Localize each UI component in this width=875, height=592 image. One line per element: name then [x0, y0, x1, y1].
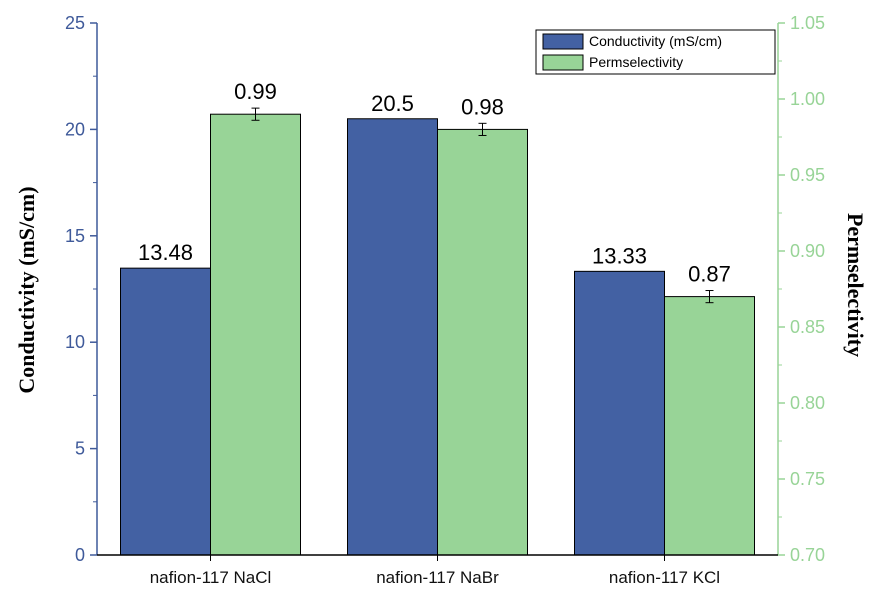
- legend-swatch-conductivity: [542, 33, 584, 50]
- y-axis-title: Conductivity (mS/cm): [14, 186, 39, 393]
- bar-permselectivity-0: [210, 113, 301, 556]
- x-tick-label-2: nafion-117 KCl: [609, 568, 720, 587]
- bar-label-conductivity-2: 13.33: [592, 243, 647, 268]
- axes-group: nafion-117 NaCl nafion-117 NaBr nafion-117…: [65, 13, 825, 587]
- y-tick-label-1: 5: [75, 439, 85, 459]
- bar-label-permselectivity-0: 0.99: [234, 79, 277, 104]
- bar-label-conductivity-1: 20.5: [371, 91, 414, 116]
- y2-tick-label-4: 0.90: [790, 241, 825, 261]
- y-tick-label-0: 0: [75, 545, 85, 565]
- legend-label-conductivity: Conductivity (mS/cm): [589, 33, 722, 49]
- y2-axis-title: Permselectivity: [843, 213, 868, 357]
- x-tick-label-1: nafion-117 NaBr: [376, 568, 499, 587]
- y-tick-label-4: 20: [65, 119, 85, 139]
- bar-conductivity-1: [347, 118, 438, 556]
- y-tick-label-3: 15: [65, 226, 85, 246]
- y2-tick-label-5: 0.95: [790, 165, 825, 185]
- y2-tick-label-1: 0.75: [790, 469, 825, 489]
- bar-labels-group: 13.48 0.99 20.5 0.98 13.33 0.87: [138, 79, 731, 286]
- bar-conductivity-0: [120, 267, 211, 556]
- bars-group: [120, 107, 755, 556]
- bar-permselectivity-1: [437, 128, 528, 556]
- y-tick-label-5: 25: [65, 13, 85, 33]
- legend-label-permselectivity: Permselectivity: [589, 54, 683, 70]
- bar-conductivity-2: [574, 270, 665, 556]
- y2-tick-label-7: 1.05: [790, 13, 825, 33]
- y2-tick-label-6: 1.00: [790, 89, 825, 109]
- bar-permselectivity-2: [664, 296, 755, 556]
- bar-label-permselectivity-2: 0.87: [688, 262, 731, 287]
- bar-label-conductivity-0: 13.48: [138, 240, 193, 265]
- y-tick-label-2: 10: [65, 332, 85, 352]
- x-tick-label-0: nafion-117 NaCl: [150, 568, 272, 587]
- bar-label-permselectivity-1: 0.98: [461, 94, 504, 119]
- y2-tick-label-2: 0.80: [790, 393, 825, 413]
- y2-tick-label-0: 0.70: [790, 545, 825, 565]
- legend: Conductivity (mS/cm) Permselectivity: [535, 29, 776, 75]
- y2-tick-label-3: 0.85: [790, 317, 825, 337]
- legend-swatch-permselectivity: [542, 54, 584, 71]
